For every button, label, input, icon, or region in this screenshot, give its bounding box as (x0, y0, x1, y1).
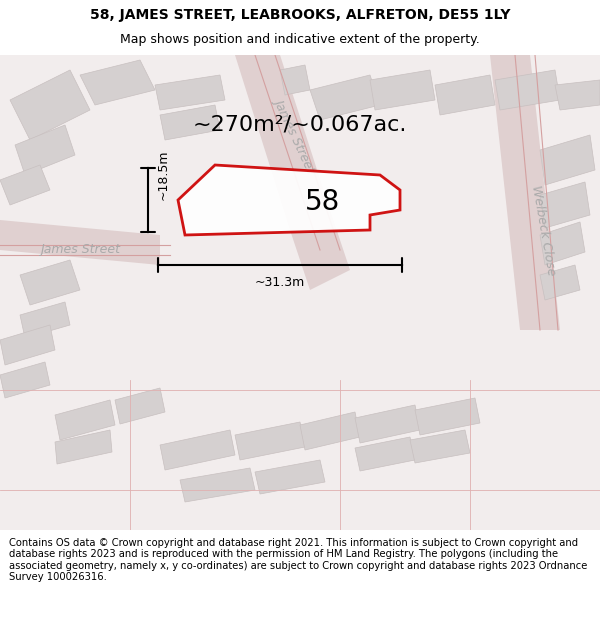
Polygon shape (235, 55, 330, 230)
Polygon shape (280, 65, 310, 95)
Polygon shape (555, 80, 600, 110)
Polygon shape (0, 220, 160, 265)
Polygon shape (435, 75, 495, 115)
Text: James Street: James Street (40, 244, 120, 256)
Polygon shape (235, 422, 305, 460)
Polygon shape (155, 75, 225, 110)
Polygon shape (540, 182, 590, 228)
Polygon shape (355, 405, 420, 443)
Polygon shape (20, 260, 80, 305)
Polygon shape (0, 362, 50, 398)
Polygon shape (300, 412, 360, 450)
Text: ~18.5m: ~18.5m (157, 149, 170, 200)
Polygon shape (495, 70, 560, 110)
Polygon shape (255, 460, 325, 494)
Polygon shape (178, 165, 400, 235)
Polygon shape (490, 55, 560, 330)
Polygon shape (370, 70, 435, 110)
Text: 58: 58 (305, 189, 340, 216)
Polygon shape (410, 430, 470, 463)
Polygon shape (290, 210, 350, 290)
Polygon shape (55, 430, 112, 464)
Polygon shape (415, 398, 480, 435)
Polygon shape (540, 222, 585, 265)
Text: Map shows position and indicative extent of the property.: Map shows position and indicative extent… (120, 33, 480, 46)
Polygon shape (55, 400, 115, 440)
Polygon shape (0, 325, 55, 365)
Polygon shape (10, 70, 90, 140)
Polygon shape (0, 165, 50, 205)
Polygon shape (15, 125, 75, 175)
Text: 58, JAMES STREET, LEABROOKS, ALFRETON, DE55 1LY: 58, JAMES STREET, LEABROOKS, ALFRETON, D… (90, 8, 510, 22)
Polygon shape (20, 302, 70, 338)
Text: James Street: James Street (272, 96, 318, 174)
Polygon shape (540, 135, 595, 185)
Text: ~31.3m: ~31.3m (255, 276, 305, 289)
Polygon shape (355, 437, 415, 471)
Polygon shape (160, 430, 235, 470)
Polygon shape (115, 388, 165, 424)
Text: Contains OS data © Crown copyright and database right 2021. This information is : Contains OS data © Crown copyright and d… (9, 538, 587, 582)
Text: ~270m²/~0.067ac.: ~270m²/~0.067ac. (193, 115, 407, 135)
Polygon shape (180, 468, 255, 502)
Text: Welbeck Close: Welbeck Close (529, 184, 557, 276)
Polygon shape (160, 105, 220, 140)
Polygon shape (80, 60, 155, 105)
Polygon shape (540, 265, 580, 300)
Polygon shape (310, 75, 380, 120)
